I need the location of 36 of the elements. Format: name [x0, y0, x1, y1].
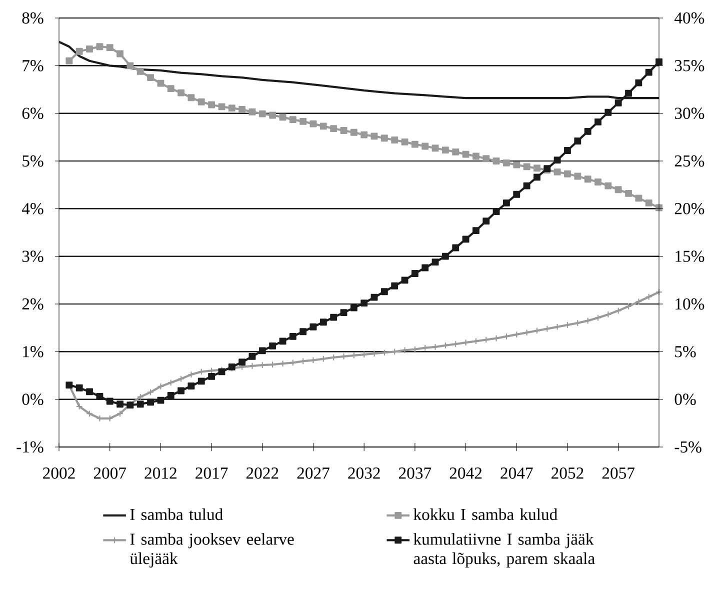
- x-tick-label: 2002: [43, 467, 75, 479]
- legend-label: I samba jooksev eelarve ülejääk: [130, 533, 294, 568]
- x-tick-label: 2017: [196, 467, 228, 479]
- y-tick-label: 5%: [22, 155, 44, 167]
- y2-tick-label: 15%: [676, 250, 704, 262]
- x-tick-label: 2047: [500, 467, 533, 479]
- x-tick-label: 2012: [144, 467, 176, 479]
- y2-tick-label: 30%: [674, 108, 704, 119]
- y2-tick-label: 40%: [674, 12, 704, 24]
- x-tick-label: 2042: [450, 467, 482, 479]
- y-tick-label: 1%: [23, 346, 44, 358]
- y-tick-label: 3%: [22, 250, 44, 262]
- y-tick-label: 2%: [22, 298, 44, 310]
- x-tick-label: 2052: [552, 467, 584, 479]
- y-tick-label: -1%: [16, 441, 44, 453]
- y2-tick-label: 10%: [676, 298, 704, 310]
- y-tick-label: 0%: [22, 394, 44, 405]
- y-tick-label: 6%: [22, 108, 44, 119]
- y2-tick-label: 0%: [674, 394, 696, 405]
- x-tick-label: 2037: [399, 467, 432, 479]
- x-tick-label: 2007: [94, 467, 126, 479]
- y-tick-label: 7%: [22, 60, 44, 72]
- y-tick-label: 4%: [22, 203, 44, 214]
- y2-tick-label: 25%: [674, 155, 704, 167]
- x-tick-label: 2027: [297, 467, 330, 479]
- y2-tick-label: 5%: [675, 346, 696, 358]
- legend-label: kokku I samba kulud: [414, 508, 558, 520]
- y2-tick-label: -5%: [674, 441, 702, 453]
- x-tick-label: 2057: [602, 467, 635, 479]
- y-tick-label: 8%: [22, 12, 44, 24]
- y2-tick-label: 20%: [674, 203, 704, 214]
- x-tick-label: 2022: [246, 467, 278, 479]
- legend-label: I samba tulud: [130, 508, 223, 520]
- legend-label: kumulatiivne I samba jääk aasta lõpuks, parem skaala: [414, 533, 595, 568]
- y2-tick-label: 35%: [674, 60, 704, 72]
- x-tick-label: 2032: [348, 467, 380, 479]
